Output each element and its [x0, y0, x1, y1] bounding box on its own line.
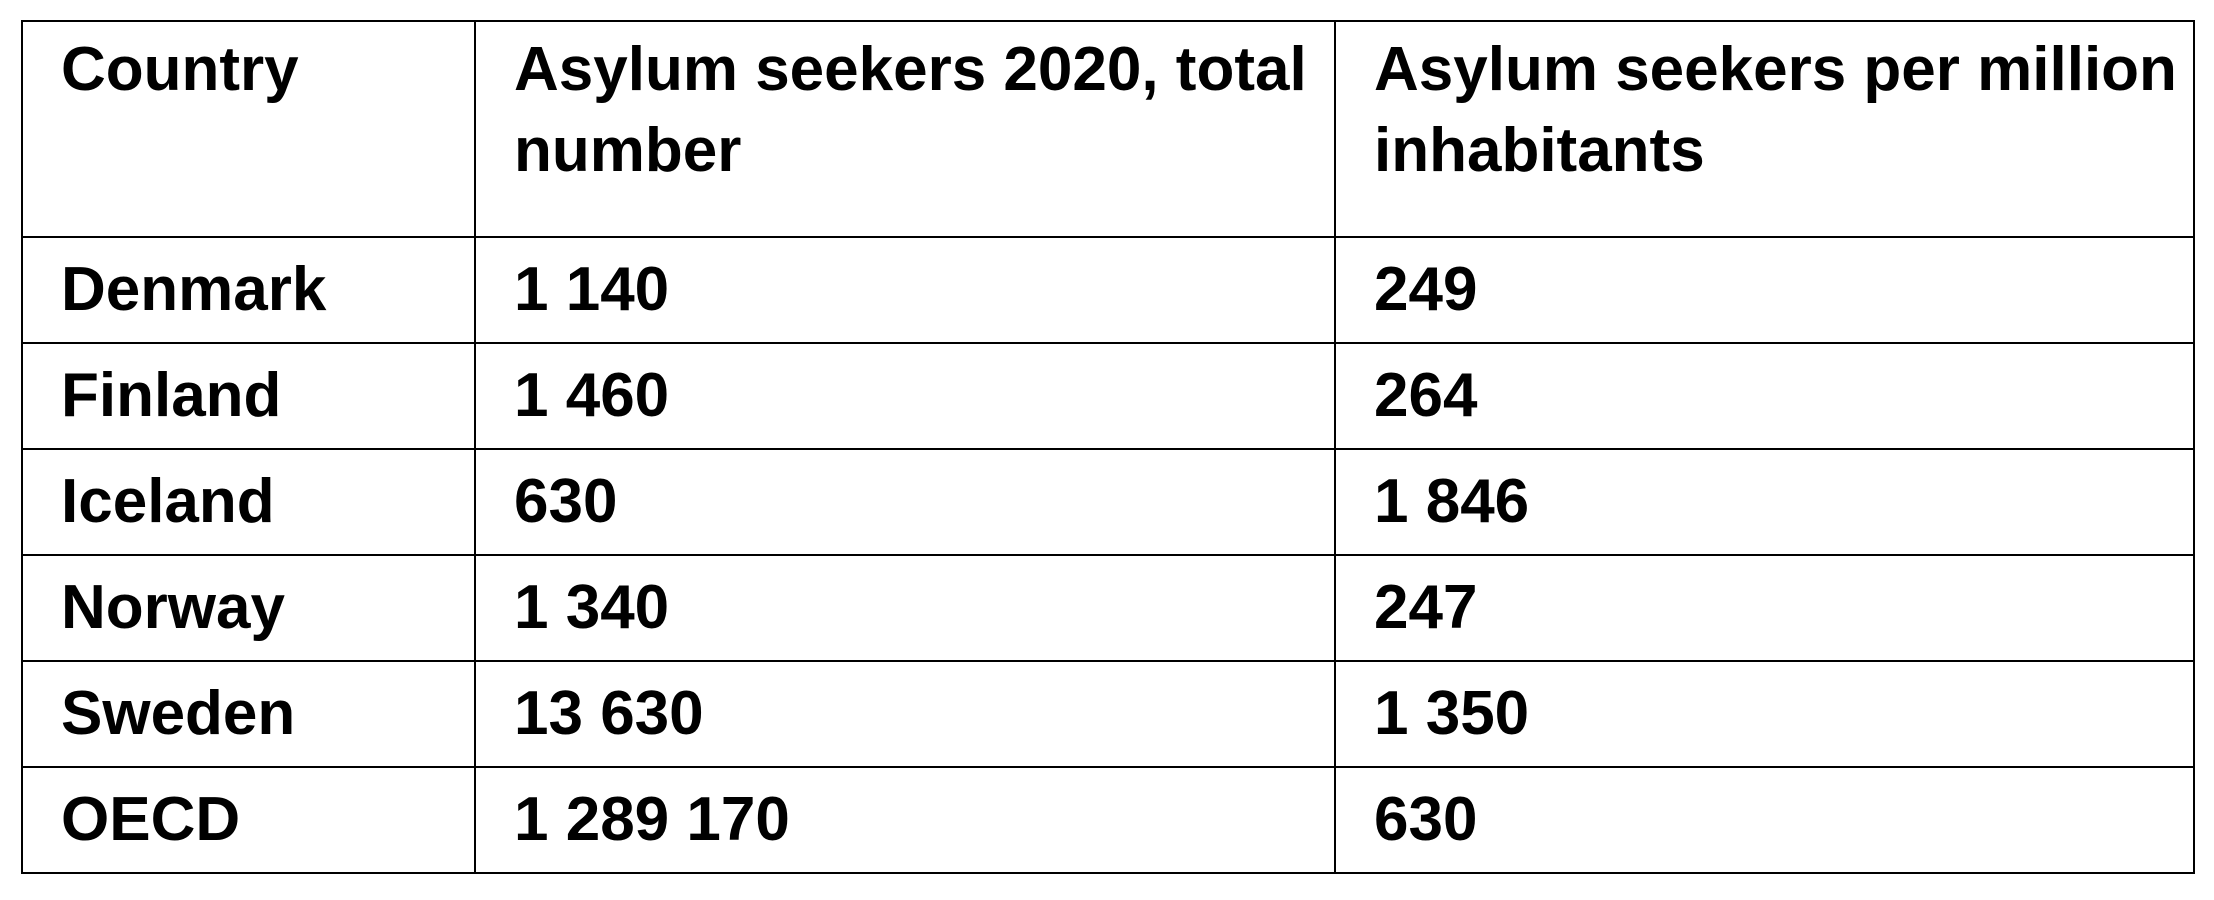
value-cell: 1 140 [474, 236, 1336, 344]
value-cell: 1 340 [474, 554, 1336, 662]
country-cell: Denmark [21, 236, 476, 344]
value-cell: 630 [474, 448, 1336, 556]
value-cell: 249 [1334, 236, 2195, 344]
value-cell: 247 [1334, 554, 2195, 662]
table-row: Denmark 1 140 249 [21, 236, 2195, 344]
country-cell: Sweden [21, 660, 476, 768]
table-row: Finland 1 460 264 [21, 342, 2195, 450]
header-cell: Asylum seekers per million inhabitants [1334, 20, 2195, 238]
country-cell: Finland [21, 342, 476, 450]
header-cell: Country [21, 20, 476, 238]
value-cell: 264 [1334, 342, 2195, 450]
table-row: Sweden 13 630 1 350 [21, 660, 2195, 768]
value-cell: 1 350 [1334, 660, 2195, 768]
table-body: Denmark 1 140 249 Finland 1 460 264 Iceland 630… [21, 236, 2195, 874]
table-row: OECD 1 289 170 630 [21, 766, 2195, 874]
country-cell: Norway [21, 554, 476, 662]
value-cell: 13 630 [474, 660, 1336, 768]
asylum-table: Country Asylum seekers 2020, total number… [21, 20, 2195, 874]
header-cell: Asylum seekers 2020, total number [474, 20, 1336, 238]
table-row: Norway 1 340 247 [21, 554, 2195, 662]
country-cell: Iceland [21, 448, 476, 556]
country-cell: OECD [21, 766, 476, 874]
value-cell: 1 289 170 [474, 766, 1336, 874]
table-row: Iceland 630 1 846 [21, 448, 2195, 556]
header-row: Country Asylum seekers 2020, total number… [21, 20, 2195, 238]
value-cell: 1 846 [1334, 448, 2195, 556]
value-cell: 1 460 [474, 342, 1336, 450]
value-cell: 630 [1334, 766, 2195, 874]
